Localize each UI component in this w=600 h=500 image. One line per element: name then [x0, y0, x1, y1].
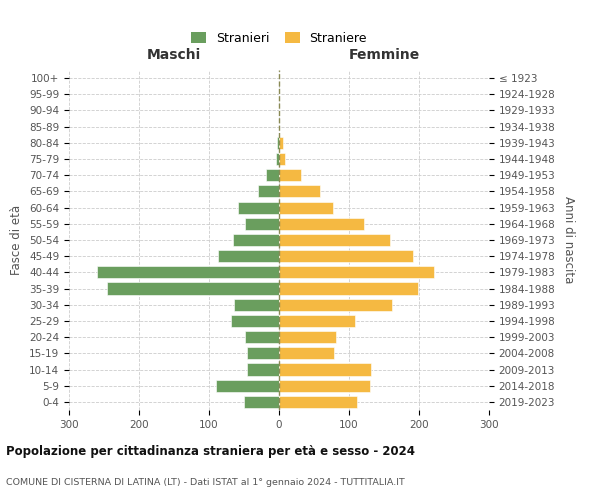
Bar	[245, 331, 279, 343]
Bar	[244, 396, 279, 408]
Text: Maschi: Maschi	[147, 48, 201, 62]
Bar	[233, 234, 279, 246]
Text: Popolazione per cittadinanza straniera per età e sesso - 2024: Popolazione per cittadinanza straniera p…	[6, 445, 415, 458]
Bar	[266, 169, 279, 181]
Bar	[238, 202, 279, 213]
Bar	[279, 380, 370, 392]
Bar	[279, 331, 337, 343]
Bar	[107, 282, 279, 294]
Bar	[279, 234, 389, 246]
Bar	[279, 364, 371, 376]
Bar	[279, 348, 334, 360]
Bar	[279, 202, 333, 213]
Legend: Stranieri, Straniere: Stranieri, Straniere	[186, 27, 372, 50]
Bar	[247, 364, 279, 376]
Bar	[245, 218, 279, 230]
Bar	[233, 298, 279, 311]
Text: Femmine: Femmine	[349, 48, 419, 62]
Bar	[277, 137, 279, 149]
Bar	[247, 348, 279, 360]
Y-axis label: Fasce di età: Fasce di età	[10, 205, 23, 275]
Bar	[279, 186, 320, 198]
Bar	[279, 396, 358, 408]
Bar	[232, 315, 279, 327]
Bar	[275, 153, 279, 165]
Text: COMUNE DI CISTERNA DI LATINA (LT) - Dati ISTAT al 1° gennaio 2024 - TUTTITALIA.I: COMUNE DI CISTERNA DI LATINA (LT) - Dati…	[6, 478, 405, 487]
Bar	[216, 380, 279, 392]
Bar	[97, 266, 279, 278]
Bar	[279, 266, 434, 278]
Bar	[218, 250, 279, 262]
Bar	[279, 218, 364, 230]
Bar	[279, 250, 413, 262]
Bar	[279, 153, 284, 165]
Y-axis label: Anni di nascita: Anni di nascita	[562, 196, 575, 284]
Bar	[279, 137, 283, 149]
Bar	[279, 282, 418, 294]
Bar	[279, 315, 355, 327]
Bar	[258, 186, 279, 198]
Bar	[279, 169, 301, 181]
Bar	[279, 298, 392, 311]
